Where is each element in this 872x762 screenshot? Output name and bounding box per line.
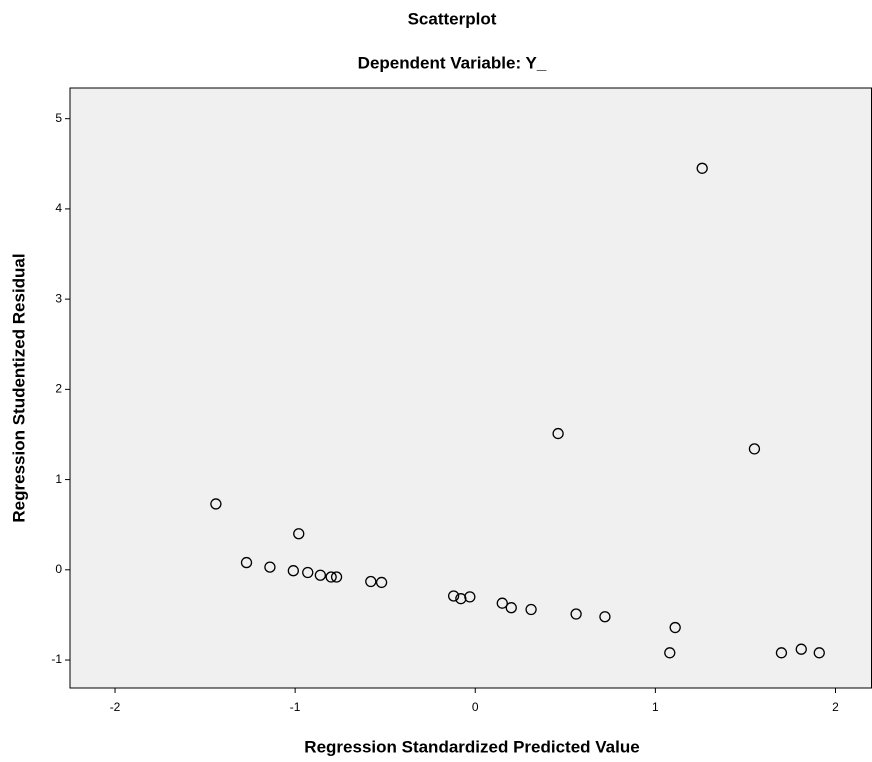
point bbox=[795, 643, 807, 655]
point bbox=[813, 647, 825, 659]
point bbox=[330, 571, 343, 583]
y-tick-label: -1 bbox=[51, 652, 62, 666]
x-tick-label: 0 bbox=[472, 700, 479, 714]
x-tick-label: -1 bbox=[290, 700, 301, 714]
point bbox=[314, 569, 327, 581]
chart-title: Scatterplot bbox=[408, 9, 497, 28]
y-tick-label: 3 bbox=[55, 291, 62, 305]
point bbox=[447, 590, 460, 602]
y-tick-label: 2 bbox=[55, 382, 62, 396]
point bbox=[240, 556, 253, 569]
y-tick-label: 4 bbox=[55, 201, 62, 215]
point bbox=[748, 443, 761, 455]
plot-area bbox=[69, 87, 872, 689]
point bbox=[775, 647, 788, 659]
point bbox=[696, 162, 708, 174]
point bbox=[669, 621, 681, 634]
x-tick-label: 2 bbox=[832, 700, 839, 714]
point bbox=[464, 591, 476, 603]
point bbox=[365, 575, 377, 588]
point bbox=[552, 427, 564, 440]
point bbox=[287, 565, 299, 577]
x-axis-title: Regression Standardized Predicted Value bbox=[304, 737, 639, 756]
point bbox=[264, 561, 276, 573]
point bbox=[210, 498, 222, 510]
point bbox=[570, 608, 582, 620]
point bbox=[664, 647, 676, 659]
x-tick-label: -2 bbox=[110, 700, 121, 714]
point bbox=[293, 528, 305, 540]
point bbox=[496, 597, 508, 609]
point bbox=[325, 571, 337, 583]
point bbox=[302, 566, 314, 579]
point bbox=[375, 576, 388, 589]
point bbox=[599, 611, 611, 623]
x-tick-label: 1 bbox=[652, 700, 659, 714]
chart-subtitle: Dependent Variable: Y_ bbox=[358, 53, 547, 72]
y-tick-label: 5 bbox=[55, 111, 62, 125]
y-tick-label: 1 bbox=[55, 472, 62, 486]
y-tick-label: 0 bbox=[55, 562, 62, 576]
y-axis-title: Regression Studentized Residual bbox=[9, 253, 28, 522]
point bbox=[525, 603, 537, 616]
point bbox=[505, 602, 517, 614]
